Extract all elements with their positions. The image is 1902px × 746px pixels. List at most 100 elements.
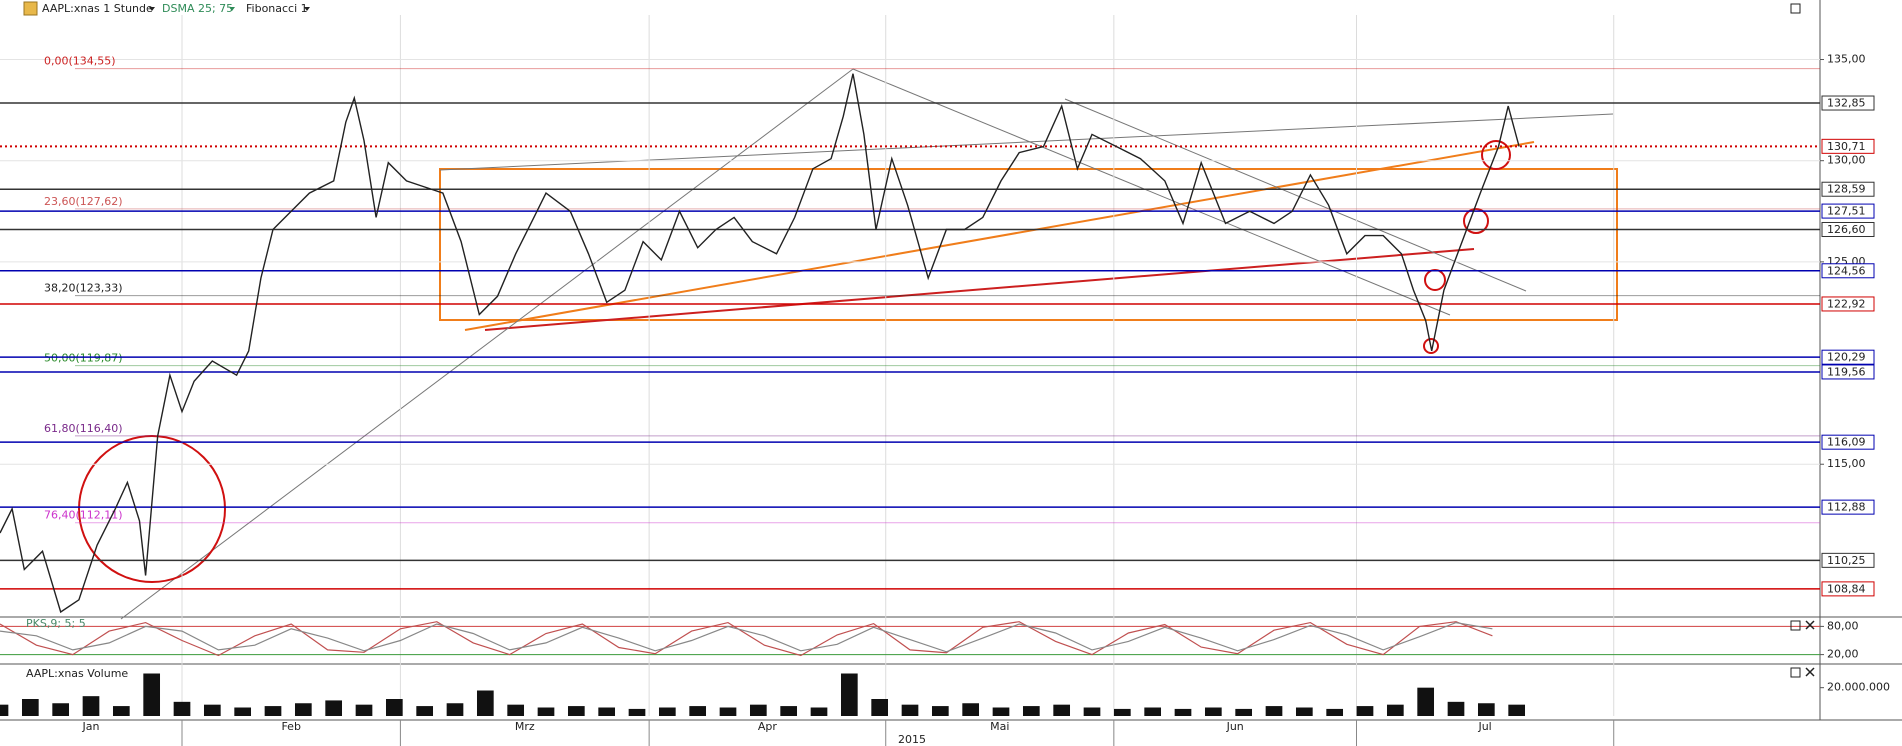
volume-bar (1447, 701, 1465, 716)
y-tick-label: 115,00 (1827, 457, 1866, 470)
volume-bar (1174, 708, 1192, 716)
indicator-line (0, 621, 1493, 657)
level-label: 126,60 (1827, 223, 1866, 236)
level-label-box (1821, 499, 1875, 515)
volume-bar (1356, 706, 1374, 716)
symbol-label[interactable]: AAPL:xnas 1 Stunde (42, 2, 153, 15)
volume-bar (446, 703, 464, 716)
volume-bar (325, 700, 343, 716)
volume-bar (658, 707, 676, 716)
close-button[interactable] (1805, 667, 1815, 677)
range-box (439, 168, 1618, 321)
trend-line (1064, 98, 1527, 292)
x-tick-label: Feb (281, 720, 300, 733)
level-label-box (1821, 263, 1875, 279)
volume-bar (719, 707, 737, 716)
year-label: 2015 (898, 733, 926, 746)
volume-bar (1053, 704, 1071, 716)
panel-title: AAPL:xnas Volume (26, 667, 128, 680)
maximize-button[interactable] (1790, 3, 1801, 14)
volume-bar (355, 704, 373, 716)
volume-bar (385, 699, 403, 716)
y-tick-label: 80,00 (1827, 619, 1859, 632)
fibonacci-label: 38,20(123,33) (44, 282, 123, 295)
volume-bar (1144, 707, 1162, 716)
volume-bar (264, 706, 282, 716)
level-label-box (1821, 138, 1875, 154)
volume-bar (143, 673, 161, 716)
indicator-title: PKS,9; 5; 5 (26, 617, 86, 630)
level-label-box (1821, 181, 1875, 197)
volume-bar (1235, 708, 1253, 716)
volume-bar (1417, 687, 1435, 716)
dropdown-arrow[interactable] (304, 7, 310, 11)
highlight-circle (78, 435, 226, 583)
x-tick-label: Apr (758, 720, 778, 733)
volume-bar (992, 707, 1010, 716)
maximize-button[interactable] (1790, 667, 1801, 678)
level-label: 120,29 (1827, 351, 1866, 364)
dropdown-arrow[interactable] (229, 7, 235, 11)
dropdown-arrow[interactable] (149, 7, 155, 11)
volume-bar (21, 699, 39, 716)
x-tick-label: Jul (1477, 720, 1491, 733)
fibonacci-label: 61,80(116,40) (44, 422, 123, 435)
volume-bar (931, 706, 949, 716)
volume-bar (689, 706, 707, 716)
y-tick-label: 135,00 (1827, 53, 1866, 66)
level-label: 108,84 (1827, 582, 1866, 595)
level-label-box (1821, 364, 1875, 380)
volume-bar (749, 704, 767, 716)
logo-icon (23, 1, 38, 16)
highlight-circle (1424, 269, 1446, 291)
volume-bar (82, 696, 100, 716)
volume-bar (0, 704, 9, 716)
price-line (0, 73, 1520, 614)
level-label: 127,51 (1827, 205, 1866, 218)
level-label: 128,59 (1827, 183, 1866, 196)
x-tick-label: Jan (82, 720, 100, 733)
volume-bar (537, 707, 555, 716)
level-label-box (1821, 434, 1875, 450)
level-label: 110,25 (1827, 554, 1866, 567)
volume-bar (112, 706, 130, 716)
volume-bar (507, 704, 525, 716)
level-label: 132,85 (1827, 97, 1866, 110)
fibonacci-label: 50,00(119,87) (44, 352, 123, 365)
level-label-box (1821, 95, 1875, 111)
volume-bar (234, 707, 252, 716)
volume-bar (567, 706, 585, 716)
volume-bar (52, 703, 70, 716)
level-label-box (1821, 296, 1875, 312)
x-tick-label: Mai (990, 720, 1009, 733)
highlight-circle (1463, 208, 1489, 234)
indicator-line (0, 621, 1493, 653)
volume-bar (1295, 707, 1313, 716)
study-label[interactable]: Fibonacci 1 (246, 2, 308, 15)
x-tick-label: Jun (1226, 720, 1244, 733)
level-label: 116,09 (1827, 436, 1866, 449)
maximize-button[interactable] (1790, 620, 1801, 631)
volume-bar (962, 703, 980, 716)
volume-bar (1113, 708, 1131, 716)
close-button[interactable] (1805, 620, 1815, 630)
level-label-box (1821, 552, 1875, 568)
trend-line (852, 68, 1451, 316)
x-tick-label: Mrz (515, 720, 535, 733)
volume-bar (173, 701, 191, 716)
indicator-label[interactable]: DSMA 25; 75 (162, 2, 233, 15)
level-label: 119,56 (1827, 365, 1866, 378)
highlight-circle (1423, 338, 1439, 354)
volume-bar (840, 673, 858, 716)
volume-bar (810, 707, 828, 716)
volume-bar (1477, 703, 1495, 716)
trend-line (484, 248, 1475, 331)
level-label: 124,56 (1827, 264, 1866, 277)
level-label-box (1821, 221, 1875, 237)
fibonacci-label: 76,40(112,11) (44, 509, 123, 522)
level-label: 130,71 (1827, 140, 1866, 153)
volume-bar (1022, 706, 1040, 716)
